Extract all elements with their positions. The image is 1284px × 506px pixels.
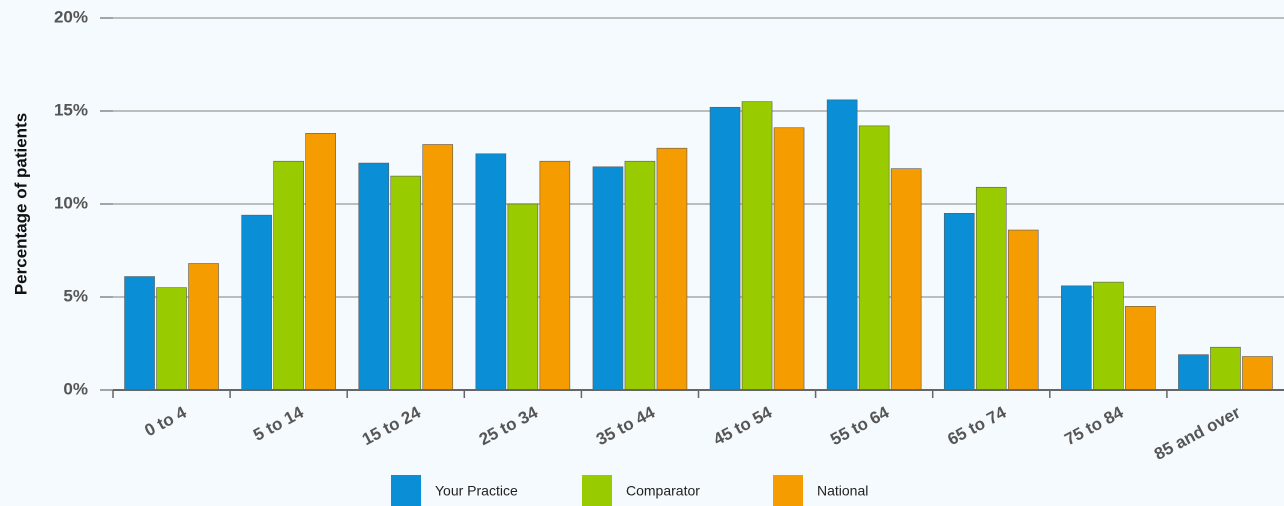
y-tick-label: 5% [63,286,88,305]
bar [1125,305,1156,391]
bar [826,99,858,391]
bar [741,101,773,391]
bar [773,127,805,391]
x-tick-label: 45 to 54 [710,402,775,449]
bar [422,144,454,391]
legend-label: Your Practice [435,483,518,499]
bar [943,213,975,391]
legend-swatch [391,475,421,506]
y-tick-label: 20% [54,7,88,26]
y-tick-label: 0% [63,379,88,398]
bar [507,203,539,391]
bar [1093,281,1124,391]
y-tick-label: 15% [54,100,88,119]
bar [1242,356,1273,391]
x-tick-label: 35 to 44 [593,402,658,449]
x-tick-label: 65 to 74 [944,402,1009,449]
bar [539,160,571,391]
bar [305,133,336,391]
bar [1061,285,1092,391]
x-tick-label: 5 to 14 [250,402,307,444]
bar [156,287,187,391]
bar [390,175,422,391]
x-tick-label: 55 to 64 [827,402,892,449]
legend-label: Comparator [626,483,700,499]
y-tick-label: 10% [54,193,88,212]
x-tick-label: 85 and over [1151,403,1244,464]
bar [709,106,741,391]
bar [656,147,688,391]
x-tick-label: 0 to 4 [141,402,190,440]
bar [592,166,624,391]
bar [890,168,922,391]
x-tick-label: 75 to 84 [1062,402,1127,449]
x-tick-label: 15 to 24 [359,402,424,449]
bar [241,214,272,391]
bar [975,186,1007,391]
bar [273,160,304,391]
legend-swatch [773,475,803,506]
bar [124,276,155,391]
bar [358,162,390,391]
legend-label: National [817,483,868,499]
bar [475,153,507,391]
bar [1007,229,1039,391]
bar [624,160,656,391]
legend-swatch [582,475,612,506]
x-tick-label: 25 to 34 [476,402,541,449]
y-axis-label: Percentage of patients [11,113,30,295]
bar [858,125,890,391]
bar [188,263,219,391]
bar [1178,354,1209,391]
bar [1210,346,1241,391]
